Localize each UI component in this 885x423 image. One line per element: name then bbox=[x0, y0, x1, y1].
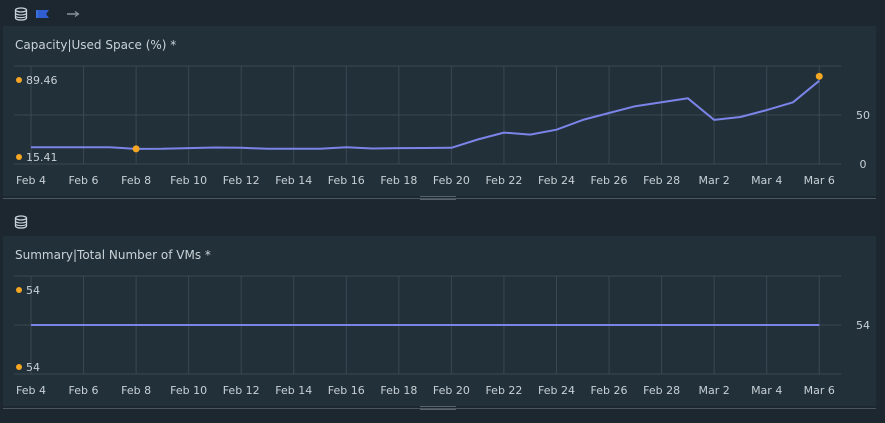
x-tick-label: Mar 6 bbox=[804, 384, 835, 397]
x-tick-label: Feb 24 bbox=[538, 174, 575, 187]
x-tick-label: Feb 10 bbox=[170, 384, 207, 397]
legend-min-value: 15.41 bbox=[26, 151, 58, 164]
x-tick-label: Feb 18 bbox=[380, 384, 417, 397]
data-marker bbox=[132, 145, 140, 153]
x-tick-label: Mar 6 bbox=[804, 174, 835, 187]
y-tick-label: 50 bbox=[856, 109, 870, 122]
min-marker-icon bbox=[16, 154, 22, 160]
x-tick-label: Feb 12 bbox=[223, 174, 260, 187]
toolbar-2 bbox=[0, 210, 885, 234]
x-tick-label: Feb 24 bbox=[538, 384, 575, 397]
x-tick-label: Feb 28 bbox=[643, 174, 680, 187]
series-line bbox=[31, 79, 820, 150]
total-vms-chart: 54 Feb 4 Feb 6 Feb 8 Feb 10 Feb 12 Feb 14 Feb 1… bbox=[14, 275, 870, 397]
x-tick-label: Mar 4 bbox=[751, 174, 782, 187]
x-tick-label: Feb 22 bbox=[485, 384, 522, 397]
max-marker-icon bbox=[16, 287, 22, 293]
database-icon[interactable] bbox=[14, 7, 28, 21]
arrow-icon[interactable] bbox=[66, 11, 80, 17]
x-tick-label: Mar 2 bbox=[699, 384, 730, 397]
x-tick-label: Feb 6 bbox=[69, 174, 99, 187]
min-marker-icon bbox=[16, 364, 22, 370]
chart-panel-total-vms: Summary|Total Number of VMs * 54 Feb 4 Feb… bbox=[3, 236, 876, 406]
x-tick-label: Feb 12 bbox=[223, 384, 260, 397]
used-space-chart: 50 0 Feb 4 Feb 6 Feb 8 Feb 10 Feb 12 Feb 14 Feb … bbox=[14, 65, 870, 187]
flag-icon[interactable] bbox=[36, 9, 52, 19]
chart-panel-used-space: Capacity|Used Space (%) * 50 0 Feb 4 Feb 6 F… bbox=[3, 26, 876, 196]
divider bbox=[3, 408, 876, 409]
legend-max-value: 54 bbox=[26, 284, 40, 297]
y-tick-label: 0 bbox=[860, 158, 867, 171]
resize-handle[interactable] bbox=[420, 196, 456, 201]
legend-min-value: 54 bbox=[26, 361, 40, 374]
resize-handle[interactable] bbox=[420, 406, 456, 411]
x-tick-label: Mar 2 bbox=[699, 174, 730, 187]
x-tick-label: Feb 20 bbox=[433, 384, 470, 397]
x-tick-label: Feb 14 bbox=[275, 384, 312, 397]
toolbar-1 bbox=[0, 2, 885, 26]
x-tick-label: Feb 8 bbox=[121, 174, 151, 187]
x-tick-label: Feb 20 bbox=[433, 174, 470, 187]
x-tick-label: Feb 26 bbox=[591, 384, 628, 397]
x-tick-label: Feb 10 bbox=[170, 174, 207, 187]
legend-max-value: 89.46 bbox=[26, 74, 58, 87]
y-tick-label: 54 bbox=[856, 319, 870, 332]
x-tick-label: Feb 6 bbox=[69, 384, 99, 397]
x-tick-label: Feb 4 bbox=[16, 174, 46, 187]
x-tick-label: Feb 26 bbox=[591, 174, 628, 187]
x-tick-label: Feb 4 bbox=[16, 384, 46, 397]
chart-title: Summary|Total Number of VMs * bbox=[15, 248, 211, 262]
database-icon[interactable] bbox=[14, 215, 28, 229]
chart-title: Capacity|Used Space (%) * bbox=[15, 38, 177, 52]
x-tick-label: Feb 16 bbox=[328, 384, 365, 397]
divider bbox=[3, 198, 876, 199]
x-tick-label: Feb 14 bbox=[275, 174, 312, 187]
data-marker bbox=[815, 72, 823, 80]
x-tick-label: Feb 28 bbox=[643, 384, 680, 397]
x-tick-label: Feb 8 bbox=[121, 384, 151, 397]
x-tick-label: Mar 4 bbox=[751, 384, 782, 397]
x-tick-label: Feb 22 bbox=[485, 174, 522, 187]
max-marker-icon bbox=[16, 77, 22, 83]
x-tick-label: Feb 16 bbox=[328, 174, 365, 187]
x-tick-label: Feb 18 bbox=[380, 174, 417, 187]
